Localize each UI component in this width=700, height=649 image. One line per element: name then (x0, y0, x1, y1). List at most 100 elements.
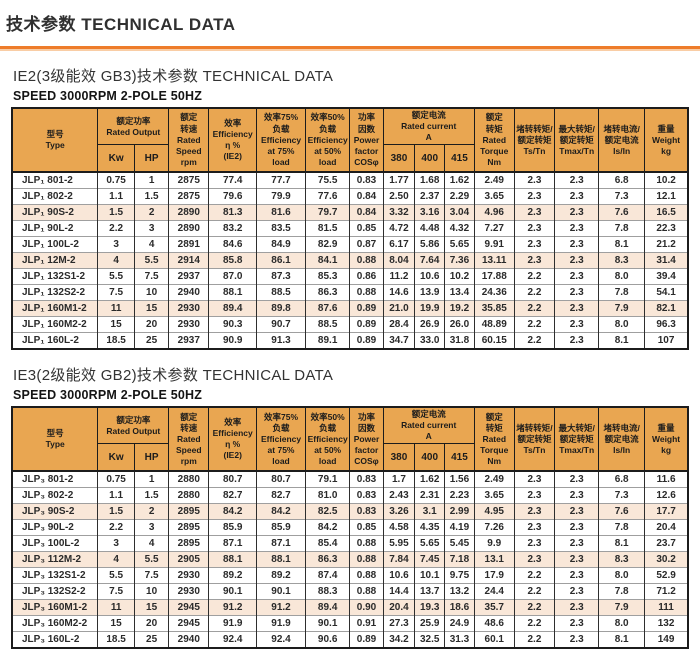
value-cell: 5.5 (133, 252, 170, 269)
value-cell: 25.9 (414, 615, 446, 632)
value-cell: 0.87 (349, 236, 384, 253)
value-cell: 8.3 (598, 551, 646, 568)
value-cell: 5.5 (133, 551, 170, 568)
value-cell: 11.2 (382, 268, 416, 285)
value-cell: 1.5 (97, 204, 135, 221)
value-cell: 21.0 (382, 300, 416, 317)
value-cell: 7.8 (598, 583, 646, 600)
value-cell: 39.4 (644, 268, 689, 285)
model-cell: JLP₃ 90S-2 (11, 503, 99, 520)
value-cell: 8.1 (598, 631, 646, 649)
value-cell: 14.4 (382, 583, 416, 600)
value-cell: 2875 (168, 188, 210, 205)
value-cell: 2.2 (513, 316, 556, 333)
value-cell: 88.1 (208, 551, 258, 568)
value-cell: 2.3 (513, 204, 556, 221)
value-cell: 7.9 (598, 599, 646, 616)
value-cell: 13.9 (414, 284, 446, 301)
value-cell: 132 (644, 615, 689, 632)
value-cell: 1.1 (97, 487, 135, 504)
value-cell: 2.37 (414, 188, 446, 205)
value-cell: 81.6 (256, 204, 306, 221)
value-cell: 90.7 (256, 316, 306, 333)
value-cell: 3 (133, 220, 170, 237)
value-cell: 87.3 (256, 268, 306, 285)
value-cell: 7.3 (598, 188, 646, 205)
col-subheader-400: 400 (414, 144, 446, 173)
value-cell: 8.04 (382, 252, 416, 269)
value-cell: 2.3 (513, 188, 556, 205)
value-cell: 2.2 (513, 332, 556, 350)
value-cell: 83.2 (208, 220, 258, 237)
value-cell: 0.88 (349, 252, 384, 269)
value-cell: 31.8 (444, 332, 475, 350)
value-cell: 2890 (168, 204, 210, 221)
value-cell: 7.26 (473, 519, 515, 536)
value-cell: 2895 (168, 503, 210, 520)
value-cell: 16.5 (644, 204, 689, 221)
value-cell: 1.1 (97, 188, 135, 205)
value-cell: 2.3 (554, 567, 600, 584)
value-cell: 1.62 (444, 171, 475, 189)
value-cell: 18.5 (97, 332, 135, 350)
col-header-is-in: 堵转电流/ 额定电流 Is/In (598, 406, 646, 472)
page-title: 技术参数 TECHNICAL DATA (6, 15, 236, 34)
model-cell: JLP₃ 801-2 (11, 470, 99, 488)
value-cell: 28.4 (382, 316, 416, 333)
table-row: JLP₃ 100L-2 3 4 2895 87.1 87.1 85.4 0.88 5.95 5.6… (11, 535, 689, 552)
value-cell: 35.7 (473, 599, 515, 616)
value-cell: 15 (133, 599, 170, 616)
table-row: JLP₃ 90S-2 1.5 2 2895 84.2 84.2 82.5 0.83 3.26 3.… (11, 503, 689, 520)
value-cell: 17.88 (473, 268, 515, 285)
model-cell: JLP₃ 112M-2 (11, 551, 99, 568)
value-cell: 79.6 (208, 188, 258, 205)
value-cell: 79.9 (256, 188, 306, 205)
value-cell: 2940 (168, 631, 210, 649)
value-cell: 81.0 (304, 487, 351, 504)
value-cell: 77.4 (208, 171, 258, 189)
col-subheader-kw: Kw (97, 443, 135, 472)
value-cell: 2.3 (513, 487, 556, 504)
value-cell: 87.1 (256, 535, 306, 552)
value-cell: 5.86 (414, 236, 446, 253)
value-cell: 4.48 (414, 220, 446, 237)
value-cell: 2 (133, 204, 170, 221)
value-cell: 0.75 (97, 470, 135, 488)
value-cell: 1.5 (97, 503, 135, 520)
value-cell: 33.0 (414, 332, 446, 350)
col-header-ts-tn: 堵转转矩/ 额定转矩 Ts/Tn (513, 406, 556, 472)
col-header-type: 型号 Type (11, 406, 99, 472)
col-subheader-kw: Kw (97, 144, 135, 173)
value-cell: 84.9 (256, 236, 306, 253)
value-cell: 89.4 (208, 300, 258, 317)
value-cell: 13.2 (444, 583, 475, 600)
value-cell: 80.7 (208, 470, 258, 488)
value-cell: 4.35 (414, 519, 446, 536)
value-cell: 2.2 (513, 631, 556, 649)
value-cell: 31.4 (644, 252, 689, 269)
value-cell: 2.3 (554, 188, 600, 205)
col-header-rated-current: 额定电流 Rated current A (382, 406, 475, 445)
value-cell: 26.0 (444, 316, 475, 333)
value-cell: 2940 (168, 284, 210, 301)
value-cell: 4 (97, 551, 135, 568)
table-row: JLP₁ 132S2-2 7.5 10 2940 88.1 88.5 86.3 0.88 14.… (11, 284, 689, 301)
value-cell: 2.29 (444, 188, 475, 205)
value-cell: 0.83 (349, 470, 384, 488)
value-cell: 88.3 (304, 583, 351, 600)
technical-data-table-ie3: 型号 Type 额定功率 Rated Output 额定 转速 Rated Spee… (11, 406, 689, 649)
value-cell: 107 (644, 332, 689, 350)
value-cell: 1 (133, 171, 170, 189)
value-cell: 2.3 (554, 551, 600, 568)
section-heading-ie2: IE2(3级能效 GB3)技术参数 TECHNICAL DATA (13, 68, 334, 85)
value-cell: 10.2 (644, 171, 689, 189)
value-cell: 4.95 (473, 503, 515, 520)
section-ie2: IE2(3级能效 GB3)技术参数 TECHNICAL DATA SPEED 3… (0, 51, 700, 351)
value-cell: 91.2 (208, 599, 258, 616)
value-cell: 13.7 (414, 583, 446, 600)
value-cell: 88.5 (256, 284, 306, 301)
value-cell: 23.7 (644, 535, 689, 552)
value-cell: 3.1 (414, 503, 446, 520)
value-cell: 111 (644, 599, 689, 616)
value-cell: 0.84 (349, 188, 384, 205)
